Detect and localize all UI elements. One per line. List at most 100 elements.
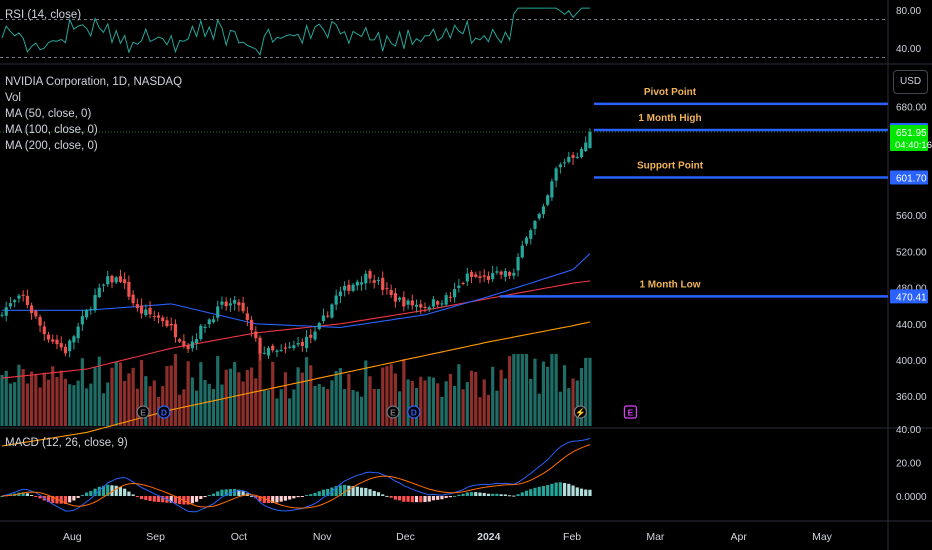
candle[interactable] bbox=[190, 335, 194, 352]
candle[interactable] bbox=[393, 288, 397, 308]
candle[interactable] bbox=[182, 334, 186, 349]
vol-label[interactable]: Vol bbox=[5, 92, 21, 104]
price-badge[interactable] bbox=[890, 289, 928, 304]
candle[interactable] bbox=[486, 271, 491, 284]
candle[interactable] bbox=[203, 324, 207, 333]
candle[interactable] bbox=[478, 271, 482, 284]
candle[interactable] bbox=[516, 253, 520, 277]
candle[interactable] bbox=[169, 317, 173, 331]
candle[interactable] bbox=[51, 334, 55, 345]
candle[interactable] bbox=[34, 309, 38, 319]
candle[interactable] bbox=[427, 305, 431, 313]
event-marker[interactable]: E bbox=[623, 405, 638, 419]
candle[interactable] bbox=[161, 315, 165, 327]
candle[interactable] bbox=[165, 316, 169, 328]
ma100-label[interactable]: MA (100, close, 0) bbox=[5, 124, 98, 136]
candle[interactable] bbox=[550, 178, 554, 201]
candle[interactable] bbox=[579, 146, 584, 159]
candle[interactable] bbox=[338, 286, 342, 304]
candle[interactable] bbox=[529, 228, 533, 245]
candle[interactable] bbox=[461, 281, 465, 286]
candle[interactable] bbox=[317, 321, 321, 331]
last-price-badge[interactable] bbox=[890, 125, 928, 152]
candle[interactable] bbox=[173, 319, 178, 343]
candle[interactable] bbox=[474, 271, 478, 279]
candle[interactable] bbox=[524, 235, 529, 247]
candle[interactable] bbox=[101, 283, 106, 293]
candle[interactable] bbox=[279, 344, 283, 352]
candle[interactable] bbox=[419, 299, 423, 315]
candle[interactable] bbox=[127, 275, 131, 301]
candle[interactable] bbox=[25, 289, 29, 309]
candle[interactable] bbox=[414, 299, 419, 313]
candle[interactable] bbox=[233, 295, 237, 311]
candle[interactable] bbox=[59, 336, 63, 351]
candle[interactable] bbox=[321, 308, 326, 324]
candle[interactable] bbox=[275, 348, 279, 357]
candle[interactable] bbox=[216, 300, 220, 322]
candle[interactable] bbox=[359, 276, 364, 291]
candle[interactable] bbox=[114, 276, 118, 285]
candle[interactable] bbox=[482, 269, 486, 282]
currency-button[interactable]: USD bbox=[893, 70, 928, 94]
candle[interactable] bbox=[304, 330, 309, 353]
candle[interactable] bbox=[55, 334, 59, 350]
candle[interactable] bbox=[139, 298, 144, 319]
candle[interactable] bbox=[495, 266, 499, 275]
candle[interactable] bbox=[199, 323, 203, 342]
candle[interactable] bbox=[440, 299, 444, 308]
candle[interactable] bbox=[106, 270, 110, 287]
candle[interactable] bbox=[347, 279, 351, 295]
candle[interactable] bbox=[237, 299, 241, 312]
candle[interactable] bbox=[0, 312, 4, 318]
candle[interactable] bbox=[558, 162, 562, 174]
candle[interactable] bbox=[131, 290, 135, 307]
price-axis[interactable]: 80.00 40.00 680.00 560.00 520.00 480.00 440.00… bbox=[890, 6, 932, 503]
candle[interactable] bbox=[423, 302, 427, 313]
event-marker[interactable]: E bbox=[136, 405, 150, 419]
candle[interactable] bbox=[283, 343, 288, 354]
candle[interactable] bbox=[575, 152, 579, 159]
candle[interactable] bbox=[554, 166, 558, 188]
candle[interactable] bbox=[207, 318, 211, 328]
candle[interactable] bbox=[135, 298, 139, 312]
candle[interactable] bbox=[93, 288, 97, 313]
candle[interactable] bbox=[266, 346, 271, 359]
candle[interactable] bbox=[80, 309, 84, 331]
candle[interactable] bbox=[123, 272, 127, 289]
candle[interactable] bbox=[309, 328, 313, 344]
candle[interactable] bbox=[144, 304, 148, 317]
event-marker[interactable]: D bbox=[157, 405, 171, 419]
macd-line[interactable] bbox=[1, 437, 591, 513]
candle[interactable] bbox=[249, 316, 254, 337]
event-markers[interactable]: E D E D ⚡ E bbox=[136, 405, 638, 419]
candle[interactable] bbox=[194, 333, 199, 351]
candle[interactable] bbox=[326, 311, 330, 318]
candle[interactable] bbox=[520, 240, 524, 259]
candle[interactable] bbox=[541, 203, 546, 219]
candle[interactable] bbox=[351, 283, 355, 293]
candle[interactable] bbox=[97, 283, 101, 298]
candle[interactable] bbox=[406, 298, 410, 310]
candle[interactable] bbox=[300, 338, 304, 352]
rsi-label[interactable]: RSI (14, close) bbox=[5, 9, 82, 21]
candle[interactable] bbox=[288, 341, 292, 349]
candle[interactable] bbox=[330, 303, 334, 319]
candle[interactable] bbox=[537, 212, 541, 221]
candle[interactable] bbox=[491, 265, 495, 283]
candle[interactable] bbox=[499, 270, 503, 280]
price-badge[interactable] bbox=[890, 170, 928, 185]
candle[interactable] bbox=[63, 343, 68, 357]
candle[interactable] bbox=[30, 302, 34, 320]
candle[interactable] bbox=[156, 312, 161, 324]
candle[interactable] bbox=[343, 281, 347, 297]
candle[interactable] bbox=[46, 331, 51, 343]
candle[interactable] bbox=[508, 270, 512, 279]
candle[interactable] bbox=[38, 314, 42, 333]
candle[interactable] bbox=[385, 282, 389, 295]
candle[interactable] bbox=[436, 299, 440, 309]
candle[interactable] bbox=[178, 337, 182, 344]
candle[interactable] bbox=[110, 274, 114, 289]
candle[interactable] bbox=[402, 291, 406, 312]
candle[interactable] bbox=[8, 297, 13, 309]
